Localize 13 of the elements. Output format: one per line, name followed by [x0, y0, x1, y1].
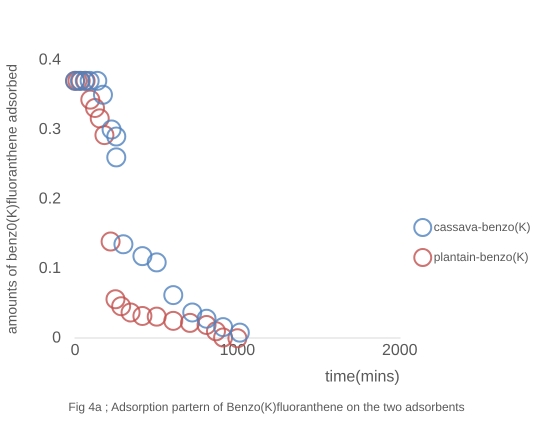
y-axis-title: amounts of benz0(K)fluoranthene adsorbed — [3, 64, 20, 334]
text: Fig 4a ; Adsorption partern of Benzo(K)fluoranthene on the two adsorbents — [68, 400, 465, 414]
y-tick-label: 0.2 — [38, 190, 62, 208]
y-tick-label: 0.3 — [38, 120, 62, 138]
y-tick-label: 0.4 — [38, 51, 62, 68]
x-tick-label: 1000 — [220, 342, 256, 360]
y-tick-label: 0.1 — [38, 260, 62, 278]
legend-label: cassava-benzo(K) — [434, 220, 530, 234]
y-tick-label: 0 — [52, 330, 62, 347]
legend-label: plantain-benzo(K) — [434, 250, 528, 264]
x-tick-label: 2000 — [382, 342, 418, 360]
x-tick-label: 0 — [70, 342, 80, 360]
x-axis-title: time(mins) — [325, 368, 400, 386]
